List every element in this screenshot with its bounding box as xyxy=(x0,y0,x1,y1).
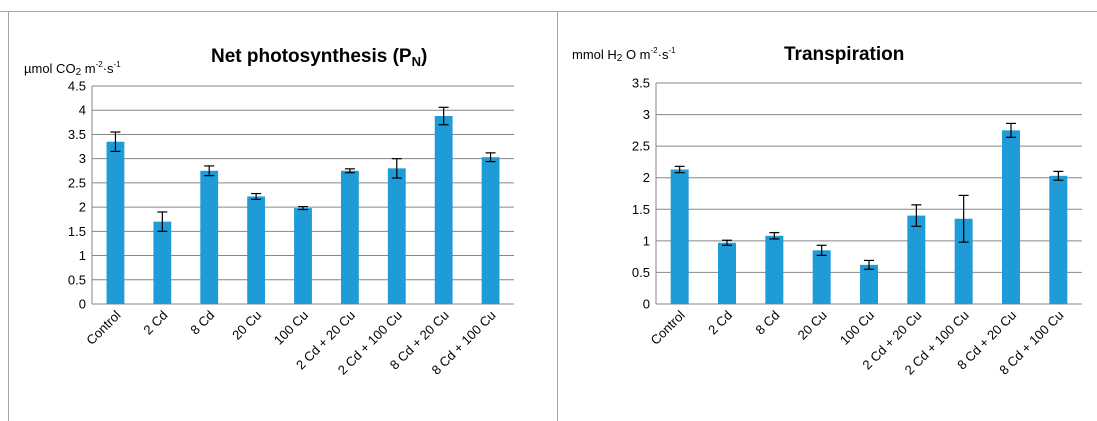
bar xyxy=(954,218,973,304)
error-bar xyxy=(958,194,969,243)
y-tick-label: 3.5 xyxy=(632,76,650,91)
error-bar xyxy=(438,106,449,126)
x-tick-label: Control xyxy=(648,307,688,347)
x-tick-label: 20 Cu xyxy=(795,308,830,343)
y-tick-label: 1.5 xyxy=(632,202,650,217)
error-bar xyxy=(1053,170,1064,181)
frame-left-border xyxy=(8,11,9,421)
bar xyxy=(1002,130,1020,304)
x-tick-label: Control xyxy=(83,307,123,347)
error-bar xyxy=(251,192,262,200)
chart-plot-area: 0 0.5 1 1.5 2 2.5 3 3.5 Control 2 Cd 8 Cd 20 Cu 100 … xyxy=(632,76,1082,378)
error-bar xyxy=(110,131,121,152)
x-tick-label: 8 Cd xyxy=(187,308,217,338)
y-tick-label: 2.5 xyxy=(632,139,650,154)
bar xyxy=(294,208,312,304)
chart-title: Net photosynthesis (PN) xyxy=(211,46,428,69)
error-bar xyxy=(674,165,685,174)
x-tick-label: 8 Cd xyxy=(752,308,782,338)
y-tick-label: 3 xyxy=(79,151,86,166)
error-bar xyxy=(391,158,402,179)
y-tick-label: 1 xyxy=(79,248,86,263)
y-tick-label: 4 xyxy=(79,103,86,118)
bar xyxy=(670,169,689,304)
y-tick-label: 0.5 xyxy=(632,265,650,280)
error-bar xyxy=(911,204,922,227)
y-unit-label: mmol H2 O m-2·s-1 xyxy=(572,46,676,64)
y-unit-label: µmol CO2 m-2·s-1 xyxy=(24,60,121,78)
y-tick-label: 0.5 xyxy=(68,272,86,287)
bar xyxy=(718,242,736,304)
bar xyxy=(1049,175,1068,304)
bar xyxy=(340,170,359,304)
bar xyxy=(153,221,172,304)
y-tick-label: 1 xyxy=(643,233,650,248)
frame-top-border xyxy=(0,11,1097,12)
bar xyxy=(247,196,266,304)
y-tick-label: 0 xyxy=(79,297,86,312)
chart-panel-transpiration: mmol H2 O m-2·s-1 Transpiration 0 0.5 1 1.5… xyxy=(558,0,1097,421)
chart-plot-area: 0 0.5 1 1.5 2 2.5 3 3.5 4 4.5 Control 2 Cd 8 Cd 20 Cu… xyxy=(68,79,514,378)
error-bar xyxy=(485,152,496,163)
y-tick-label: 0 xyxy=(643,297,650,312)
bar xyxy=(387,168,406,304)
x-tick-label: 20 Cu xyxy=(229,308,264,343)
chart-title: Transpiration xyxy=(784,44,905,65)
y-tick-label: 4.5 xyxy=(68,79,86,94)
bar xyxy=(812,250,831,304)
error-bar xyxy=(204,165,215,177)
y-tick-label: 1.5 xyxy=(68,224,86,239)
x-tick-label: 100 Cu xyxy=(271,308,311,348)
error-bar xyxy=(298,206,308,211)
bar xyxy=(765,235,784,304)
error-bar xyxy=(1006,122,1016,138)
error-bar xyxy=(157,211,168,232)
chart-panel-photosynthesis: µmol CO2 m-2·s-1 Net photosynthesis (PN)… xyxy=(24,46,514,378)
y-tick-label: 3.5 xyxy=(68,127,86,142)
y-tick-label: 2.5 xyxy=(68,175,86,190)
bar xyxy=(106,141,125,304)
bar xyxy=(200,170,219,304)
error-bar xyxy=(722,239,732,246)
error-bar xyxy=(864,259,874,270)
y-tick-label: 2 xyxy=(643,170,650,185)
y-tick-label: 3 xyxy=(643,107,650,122)
y-tick-label: 2 xyxy=(79,200,86,215)
frame-divider xyxy=(557,11,558,421)
bar xyxy=(481,157,500,304)
error-bar xyxy=(816,244,827,256)
error-bar xyxy=(344,168,355,174)
bar xyxy=(434,116,453,304)
x-tick-label: 100 Cu xyxy=(837,308,877,348)
error-bar xyxy=(769,232,780,240)
x-tick-label: 2 Cd xyxy=(140,308,170,338)
x-tick-label: 2 Cd xyxy=(705,308,735,338)
bar xyxy=(907,215,926,304)
bar xyxy=(860,264,878,304)
